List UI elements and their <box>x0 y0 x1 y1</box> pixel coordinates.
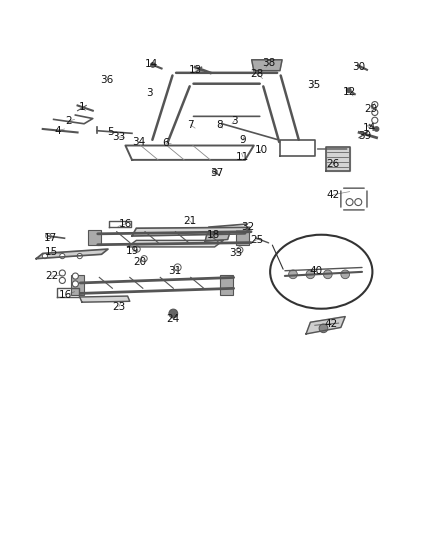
Polygon shape <box>205 232 230 241</box>
Circle shape <box>72 273 78 279</box>
Text: 16: 16 <box>59 290 72 300</box>
Circle shape <box>341 270 350 279</box>
Text: 14: 14 <box>363 123 376 133</box>
Circle shape <box>319 324 328 333</box>
Bar <box>88 230 102 245</box>
Circle shape <box>372 109 378 116</box>
Text: 37: 37 <box>210 168 223 178</box>
Text: 13: 13 <box>188 65 201 75</box>
Circle shape <box>59 277 65 284</box>
Text: 21: 21 <box>183 216 196 226</box>
Text: 14: 14 <box>145 59 158 69</box>
Text: 42: 42 <box>325 319 338 329</box>
Circle shape <box>346 199 353 206</box>
Circle shape <box>60 254 65 259</box>
Text: 18: 18 <box>207 230 220 240</box>
Circle shape <box>212 169 217 174</box>
Polygon shape <box>306 317 345 334</box>
Circle shape <box>46 233 51 239</box>
Bar <box>71 275 84 295</box>
Polygon shape <box>36 249 108 259</box>
Circle shape <box>77 254 82 259</box>
Ellipse shape <box>270 235 372 309</box>
Text: 25: 25 <box>251 235 264 245</box>
Text: 31: 31 <box>168 266 181 276</box>
Polygon shape <box>132 228 250 236</box>
Text: 8: 8 <box>216 120 223 130</box>
Text: 33: 33 <box>112 132 126 142</box>
Polygon shape <box>325 147 350 171</box>
Text: 33: 33 <box>229 248 242 259</box>
Text: 5: 5 <box>107 127 113 138</box>
Bar <box>237 230 250 245</box>
Text: 3: 3 <box>231 116 237 126</box>
Text: 9: 9 <box>240 135 246 146</box>
Circle shape <box>141 256 147 262</box>
Text: 28: 28 <box>251 69 264 79</box>
Text: 23: 23 <box>112 302 126 312</box>
Text: 3: 3 <box>146 88 153 98</box>
Circle shape <box>323 270 332 279</box>
Text: 29: 29 <box>365 104 378 114</box>
Circle shape <box>372 102 378 108</box>
Text: 24: 24 <box>167 314 180 324</box>
Text: 12: 12 <box>343 87 356 98</box>
Text: 4: 4 <box>55 126 61 136</box>
Text: 42: 42 <box>326 190 339 200</box>
Text: 10: 10 <box>255 145 268 155</box>
Text: 40: 40 <box>309 266 322 276</box>
Text: 36: 36 <box>101 75 114 85</box>
Text: 2: 2 <box>66 116 72 126</box>
Text: 6: 6 <box>162 139 169 148</box>
Text: 16: 16 <box>119 219 132 229</box>
Circle shape <box>237 247 243 253</box>
Bar <box>220 275 233 295</box>
Text: 30: 30 <box>352 62 365 72</box>
Text: 11: 11 <box>237 152 250 162</box>
Circle shape <box>174 264 181 271</box>
Circle shape <box>372 117 378 123</box>
Circle shape <box>59 270 65 276</box>
Circle shape <box>306 270 315 279</box>
Circle shape <box>72 281 78 287</box>
Circle shape <box>374 127 379 131</box>
Text: 35: 35 <box>307 79 321 90</box>
Polygon shape <box>127 240 223 247</box>
Circle shape <box>151 63 155 67</box>
Text: 7: 7 <box>187 120 194 130</box>
Text: 26: 26 <box>326 159 339 169</box>
Text: 39: 39 <box>358 131 371 141</box>
Circle shape <box>42 254 47 259</box>
Polygon shape <box>80 296 130 302</box>
Circle shape <box>355 199 362 206</box>
Circle shape <box>346 88 351 92</box>
Text: 20: 20 <box>133 257 146 267</box>
Text: 32: 32 <box>240 222 254 232</box>
Text: 38: 38 <box>262 58 276 68</box>
Text: 17: 17 <box>43 233 57 243</box>
Circle shape <box>289 270 297 279</box>
Text: 34: 34 <box>132 138 145 148</box>
Text: 22: 22 <box>45 271 58 281</box>
Circle shape <box>169 309 178 318</box>
Circle shape <box>134 246 140 252</box>
Text: 15: 15 <box>45 247 58 257</box>
Text: 19: 19 <box>126 246 139 256</box>
Text: 1: 1 <box>78 102 85 112</box>
Polygon shape <box>252 60 282 71</box>
